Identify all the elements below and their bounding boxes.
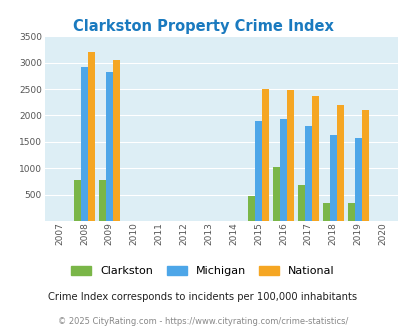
- Bar: [254, 121, 261, 221]
- Bar: [336, 105, 343, 221]
- Bar: [247, 196, 254, 221]
- Bar: [113, 60, 119, 221]
- Bar: [106, 72, 113, 221]
- Bar: [361, 110, 368, 221]
- Text: © 2025 CityRating.com - https://www.cityrating.com/crime-statistics/: © 2025 CityRating.com - https://www.city…: [58, 317, 347, 326]
- Bar: [81, 67, 88, 221]
- Bar: [322, 203, 329, 221]
- Bar: [329, 135, 336, 221]
- Bar: [88, 52, 95, 221]
- Bar: [272, 167, 279, 221]
- Bar: [304, 126, 311, 221]
- Bar: [347, 203, 354, 221]
- Bar: [297, 185, 304, 221]
- Text: Crime Index corresponds to incidents per 100,000 inhabitants: Crime Index corresponds to incidents per…: [48, 292, 357, 302]
- Bar: [311, 96, 318, 221]
- Bar: [74, 180, 81, 221]
- Bar: [99, 180, 106, 221]
- Bar: [354, 138, 361, 221]
- Bar: [279, 119, 286, 221]
- Bar: [261, 89, 269, 221]
- Bar: [286, 90, 293, 221]
- Text: Clarkston Property Crime Index: Clarkston Property Crime Index: [72, 19, 333, 34]
- Legend: Clarkston, Michigan, National: Clarkston, Michigan, National: [67, 261, 338, 280]
